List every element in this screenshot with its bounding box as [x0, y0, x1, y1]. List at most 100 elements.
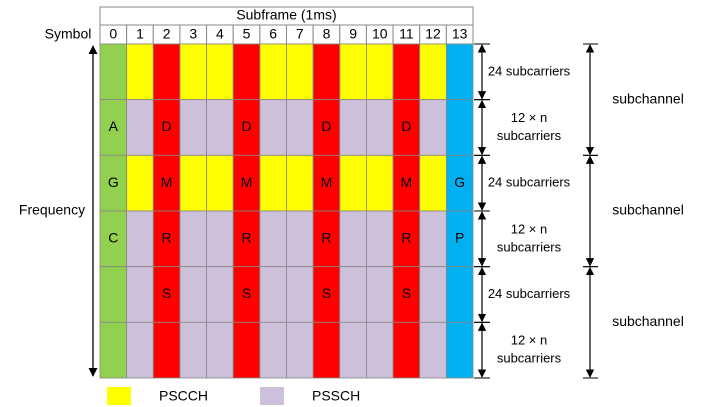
grid-cell: [99, 266, 128, 323]
grid-cell: [206, 43, 234, 101]
grid-cell: [339, 99, 367, 156]
symbol-number: 6: [269, 26, 277, 42]
row-label: 24 subcarriers: [488, 63, 571, 78]
grid-cell: [366, 266, 394, 323]
grid-cell: [99, 210, 128, 268]
grid-cell: [179, 43, 207, 101]
cell-label: G: [108, 174, 119, 190]
grid-cell: [286, 266, 314, 323]
cell-label: C: [108, 230, 118, 246]
grid-cell: [419, 154, 447, 212]
grid-cell: [445, 266, 474, 323]
cell-label: S: [402, 285, 411, 301]
grid-cell: [339, 321, 367, 379]
grid-cell: [126, 210, 154, 268]
legend-swatch: [107, 387, 131, 405]
grid-cell: [179, 266, 207, 323]
grid-cell: [339, 43, 367, 101]
symbol-number: 8: [323, 26, 331, 42]
grid-cell: [232, 266, 261, 323]
cell-label: S: [322, 285, 331, 301]
grid-cell: [419, 43, 447, 101]
grid-cell: [312, 210, 341, 268]
grid-cell: [179, 321, 207, 379]
grid-cell: [286, 43, 314, 101]
grid-cell: [259, 99, 287, 156]
grid-cell: [312, 43, 341, 101]
symbol-number: 13: [452, 26, 468, 42]
grid-cell: [99, 43, 128, 101]
cell-label: D: [321, 118, 331, 134]
grid-cell: [126, 154, 154, 212]
grid-cell: [232, 154, 261, 212]
grid-cell: [445, 43, 474, 101]
symbol-number: 3: [189, 26, 197, 42]
grid-cell: [126, 99, 154, 156]
cell-label: R: [162, 230, 172, 246]
cell-label: R: [241, 230, 251, 246]
symbol-number: 5: [243, 26, 251, 42]
cell-label: D: [241, 118, 251, 134]
symbol-number: 11: [399, 26, 414, 42]
grid-cell: [339, 266, 367, 323]
grid-cell: [232, 99, 261, 156]
grid-cell: [392, 43, 421, 101]
symbol-number: 0: [109, 26, 117, 42]
grid-cell: [206, 321, 234, 379]
symbol-number: 9: [349, 26, 357, 42]
grid-cell: [445, 99, 474, 156]
row-label: 24 subcarriers: [488, 286, 571, 301]
grid-cell: [366, 210, 394, 268]
frequency-label: Frequency: [19, 202, 85, 218]
grid-cell: [99, 99, 128, 156]
grid-cell: [445, 321, 474, 379]
cell-label: R: [321, 230, 331, 246]
symbol-number: 12: [425, 26, 441, 42]
grid-cell: [259, 321, 287, 379]
header-title: Subframe (1ms): [236, 7, 336, 23]
legend-label: PSCCH: [159, 388, 208, 404]
legend-label: PSSCH: [312, 388, 360, 404]
grid-cell: [152, 266, 181, 323]
grid-cell: [286, 154, 314, 212]
grid-cell: [206, 99, 234, 156]
grid-cell: [366, 99, 394, 156]
grid-cell: [366, 43, 394, 101]
grid-cell: [419, 321, 447, 379]
grid-cell: [126, 321, 154, 379]
grid-cell: [286, 321, 314, 379]
grid-cell: [392, 99, 421, 156]
grid-cell: [206, 266, 234, 323]
cell-label: M: [321, 174, 333, 190]
grid-cell: [366, 321, 394, 379]
grid-cell: [339, 210, 367, 268]
grid-cell: [206, 154, 234, 212]
grid-cell: [312, 99, 341, 156]
grid-cell: [259, 266, 287, 323]
grid-cell: [179, 99, 207, 156]
cell-label: M: [401, 174, 413, 190]
grid-cell: [232, 43, 261, 101]
cell-label: G: [454, 174, 465, 190]
cell-label: D: [401, 118, 411, 134]
grid-cell: [179, 210, 207, 268]
cell-label: D: [162, 118, 172, 134]
grid-cell: [419, 99, 447, 156]
grid-cell: [419, 210, 447, 268]
grid-cell: [286, 210, 314, 268]
grid-cell: [259, 210, 287, 268]
cell-label: S: [242, 285, 251, 301]
subchannel-label: subchannel: [612, 202, 684, 218]
legend-swatch: [260, 387, 284, 405]
grid-cell: [312, 321, 341, 379]
symbol-number: 7: [296, 26, 304, 42]
grid-cell: [445, 210, 474, 268]
symbol-number: 2: [163, 26, 171, 42]
row-label: 24 subcarriers: [488, 175, 571, 190]
grid-cell: [152, 321, 181, 379]
grid-cell: [312, 154, 341, 212]
grid-cell: [232, 321, 261, 379]
cell-label: R: [401, 230, 411, 246]
grid-cell: [392, 321, 421, 379]
